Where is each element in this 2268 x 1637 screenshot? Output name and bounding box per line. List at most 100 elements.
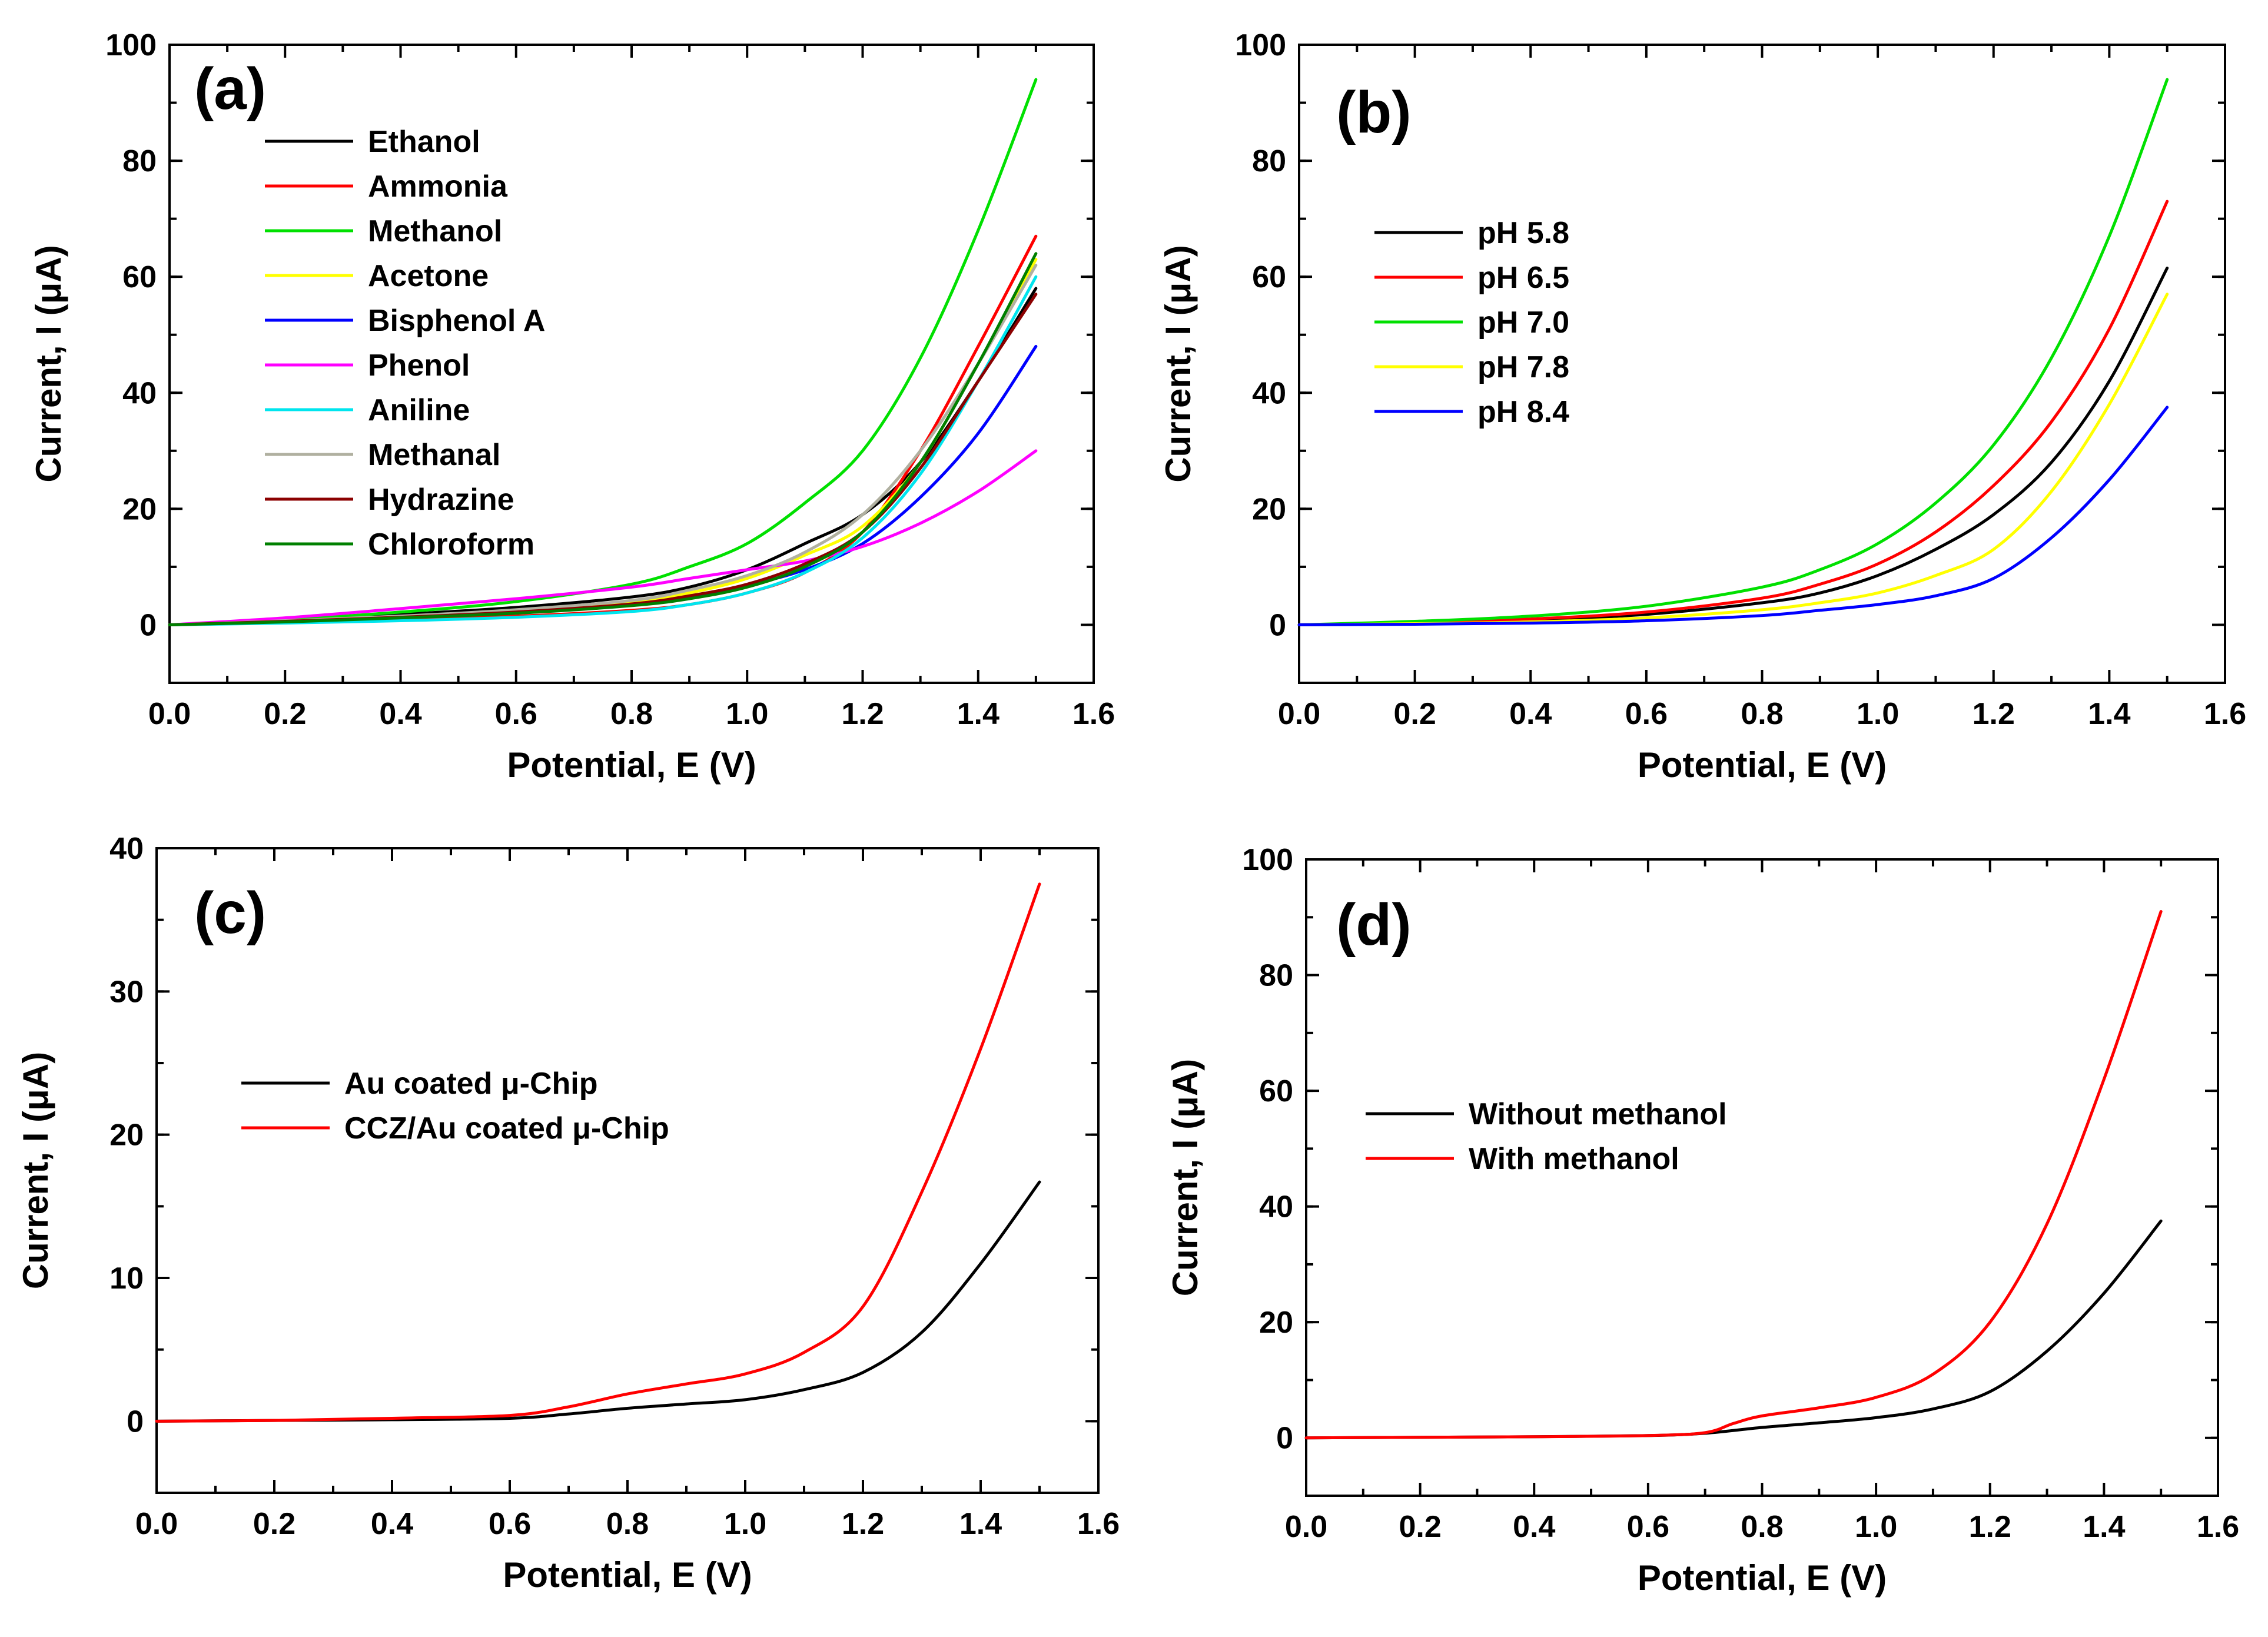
legend-label: Hydrazine bbox=[368, 483, 514, 517]
y-axis-title: Current, I (μA) bbox=[16, 1052, 55, 1289]
y-tick-label: 100 bbox=[1235, 28, 1286, 62]
y-tick-label: 60 bbox=[1259, 1074, 1293, 1108]
series-line-with-methanol bbox=[1304, 909, 2163, 1440]
x-axis-title: Potential, E (V) bbox=[503, 1555, 752, 1595]
series-line-ammonia bbox=[168, 234, 1038, 626]
series-line-hydrazine bbox=[168, 293, 1038, 626]
y-tick-label: 60 bbox=[122, 260, 157, 294]
x-tick-label: 1.6 bbox=[1072, 697, 1115, 731]
legend-label: Methanal bbox=[368, 438, 500, 472]
legend-label: CCZ/Au coated μ-Chip bbox=[344, 1111, 669, 1145]
series-line-ph-6-5 bbox=[1297, 200, 2169, 626]
x-tick-label: 0.8 bbox=[1741, 697, 1783, 731]
y-tick-label: 30 bbox=[109, 975, 144, 1009]
x-tick-label: 1.4 bbox=[959, 1507, 1002, 1541]
legend-label: Bisphenol A bbox=[368, 304, 545, 338]
series-line-chloroform bbox=[168, 252, 1038, 626]
y-axis-title: Current, I (μA) bbox=[1158, 245, 1198, 482]
legend-label: Chloroform bbox=[368, 527, 534, 562]
x-tick-label: 1.6 bbox=[2197, 1510, 2239, 1544]
x-tick-label: 0.2 bbox=[1399, 1510, 1441, 1544]
legend-label: Without methanol bbox=[1469, 1097, 1727, 1131]
y-axis-title: Current, I (μA) bbox=[1165, 1059, 1205, 1296]
x-tick-label: 0.2 bbox=[253, 1507, 295, 1541]
x-tick-label: 1.0 bbox=[1855, 1510, 1897, 1544]
chart-panel-2: 0.0 0.2 0.4 0.6 0.8 1.0 1.2 1.4 1.6 0 10 20 30 40 Pote… bbox=[16, 832, 1120, 1595]
x-tick-label: 1.6 bbox=[2204, 697, 2246, 731]
legend-label: Methanol bbox=[368, 214, 502, 248]
x-tick-label: 0.0 bbox=[1278, 697, 1320, 731]
legend-label: pH 7.8 bbox=[1477, 350, 1569, 384]
series-line-aniline bbox=[168, 275, 1038, 626]
x-tick-label: 1.0 bbox=[1857, 697, 1899, 731]
panel-label: (c) bbox=[194, 880, 266, 946]
y-tick-label: 80 bbox=[1252, 144, 1286, 178]
legend-label: pH 6.5 bbox=[1477, 261, 1569, 295]
y-tick-label: 20 bbox=[1252, 492, 1286, 526]
x-tick-label: 1.4 bbox=[2088, 697, 2130, 731]
x-tick-label: 0.0 bbox=[135, 1507, 178, 1541]
y-tick-label: 80 bbox=[1259, 959, 1293, 993]
legend-label: Acetone bbox=[368, 259, 489, 293]
x-tick-label: 1.0 bbox=[724, 1507, 766, 1541]
y-tick-label: 100 bbox=[105, 28, 157, 62]
x-tick-label: 0.4 bbox=[1513, 1510, 1555, 1544]
y-tick-label: 40 bbox=[109, 832, 144, 866]
legend-label: Aniline bbox=[368, 393, 470, 427]
x-tick-label: 0.0 bbox=[1285, 1510, 1327, 1544]
x-tick-label: 1.2 bbox=[1969, 1510, 2011, 1544]
y-tick-label: 20 bbox=[122, 492, 157, 526]
series-line-ph-7-8 bbox=[1297, 293, 2169, 626]
series-line-ph-8-4 bbox=[1297, 406, 2169, 626]
y-tick-label: 0 bbox=[1276, 1422, 1293, 1456]
chart-panel-3: 0.0 0.2 0.4 0.6 0.8 1.0 1.2 1.4 1.6 0 20 40 60 80 100 P… bbox=[1165, 843, 2239, 1598]
x-tick-label: 0.6 bbox=[1625, 697, 1668, 731]
x-tick-label: 1.2 bbox=[1973, 697, 2015, 731]
panel-label: (d) bbox=[1336, 892, 1412, 958]
x-tick-label: 0.8 bbox=[1741, 1510, 1783, 1544]
x-tick-label: 0.8 bbox=[610, 697, 653, 731]
legend-label: Phenol bbox=[368, 348, 470, 383]
y-tick-label: 0 bbox=[127, 1404, 144, 1439]
x-tick-label: 0.4 bbox=[379, 697, 421, 731]
series-line-au-coated-chip bbox=[155, 1180, 1041, 1423]
y-tick-label: 20 bbox=[1259, 1306, 1293, 1340]
x-tick-label: 1.0 bbox=[726, 697, 768, 731]
series-line-ccz-au-coated-chip bbox=[155, 882, 1041, 1423]
x-tick-label: 1.6 bbox=[1077, 1507, 1120, 1541]
legend-label: Ethanol bbox=[368, 125, 480, 159]
x-tick-label: 0.6 bbox=[1627, 1510, 1669, 1544]
x-tick-label: 0.6 bbox=[489, 1507, 531, 1541]
legend-label: Au coated μ-Chip bbox=[344, 1067, 597, 1101]
y-axis-title: Current, I (μA) bbox=[29, 245, 68, 482]
x-tick-label: 0.0 bbox=[148, 697, 191, 731]
x-tick-label: 0.4 bbox=[371, 1507, 413, 1541]
x-tick-label: 1.2 bbox=[841, 697, 884, 731]
x-axis-title: Potential, E (V) bbox=[507, 745, 756, 785]
plot-frame bbox=[1305, 858, 2219, 1497]
plot-frame bbox=[155, 847, 1100, 1494]
x-tick-label: 0.6 bbox=[495, 697, 537, 731]
series-line-ethanol bbox=[168, 287, 1038, 626]
y-tick-label: 100 bbox=[1242, 843, 1293, 877]
y-tick-label: 60 bbox=[1252, 260, 1286, 294]
x-tick-label: 0.2 bbox=[1393, 697, 1436, 731]
series-line-acetone bbox=[168, 258, 1038, 626]
series-line-methanol bbox=[168, 78, 1038, 626]
x-tick-label: 1.4 bbox=[957, 697, 999, 731]
x-tick-label: 0.4 bbox=[1509, 697, 1552, 731]
series-line-ph-7-0 bbox=[1297, 78, 2169, 626]
x-tick-label: 1.2 bbox=[842, 1507, 884, 1541]
x-axis-title: Potential, E (V) bbox=[1638, 1558, 1887, 1598]
x-axis-title: Potential, E (V) bbox=[1638, 745, 1887, 785]
y-tick-label: 40 bbox=[1252, 376, 1286, 410]
y-tick-label: 20 bbox=[109, 1118, 144, 1153]
panel-label: (a) bbox=[194, 56, 266, 122]
legend-label: With methanol bbox=[1469, 1142, 1679, 1176]
series-line-phenol bbox=[168, 449, 1038, 626]
y-tick-label: 0 bbox=[1269, 608, 1286, 642]
x-tick-label: 0.2 bbox=[264, 697, 306, 731]
legend-label: pH 5.8 bbox=[1477, 216, 1569, 250]
chart-panel-0: 0.0 0.2 0.4 0.6 0.8 1.0 1.2 1.4 1.6 0 20 40 60 80 100 P… bbox=[29, 28, 1115, 785]
